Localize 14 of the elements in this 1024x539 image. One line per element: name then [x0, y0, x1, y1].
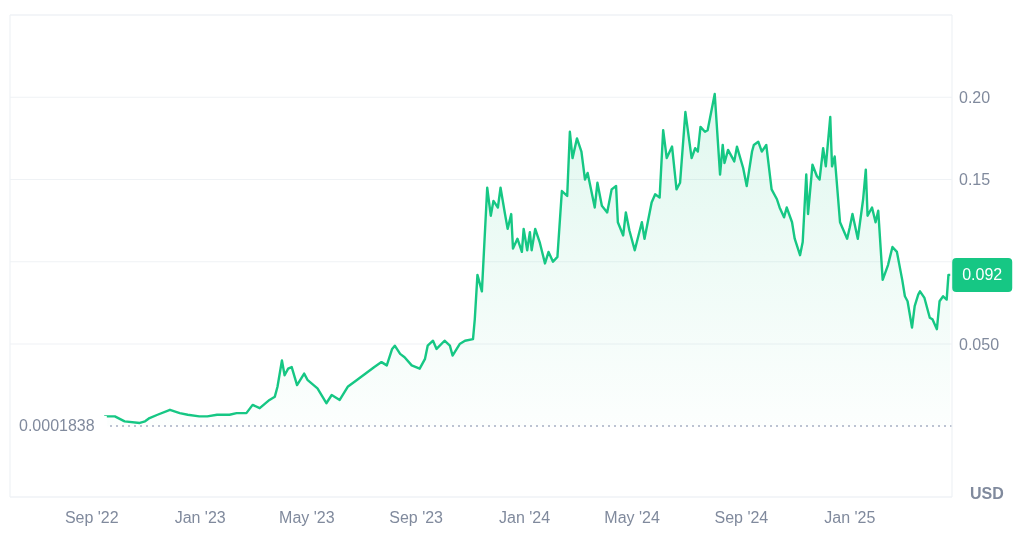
x-tick-label: Sep '22 [64, 509, 119, 527]
x-tick-label: Jan '24 [499, 509, 551, 527]
y-tick-label: 0.050 [959, 335, 1000, 353]
annotation: 0.092 [962, 266, 1003, 284]
x-tick-label: Sep '24 [714, 509, 769, 527]
y-tick-label: 0.20 [959, 88, 991, 106]
y-axis-title: USD [970, 485, 1004, 502]
x-tick-label: Sep '23 [389, 509, 444, 527]
x-tick-label: May '24 [604, 509, 660, 527]
y-tick-label: 0.15 [959, 171, 991, 189]
x-tick-label: Jan '25 [824, 509, 876, 527]
ref-line-label: 0.0001838 [19, 417, 95, 435]
x-tick-label: Jan '23 [174, 509, 226, 527]
x-tick-label: May '23 [279, 509, 335, 527]
